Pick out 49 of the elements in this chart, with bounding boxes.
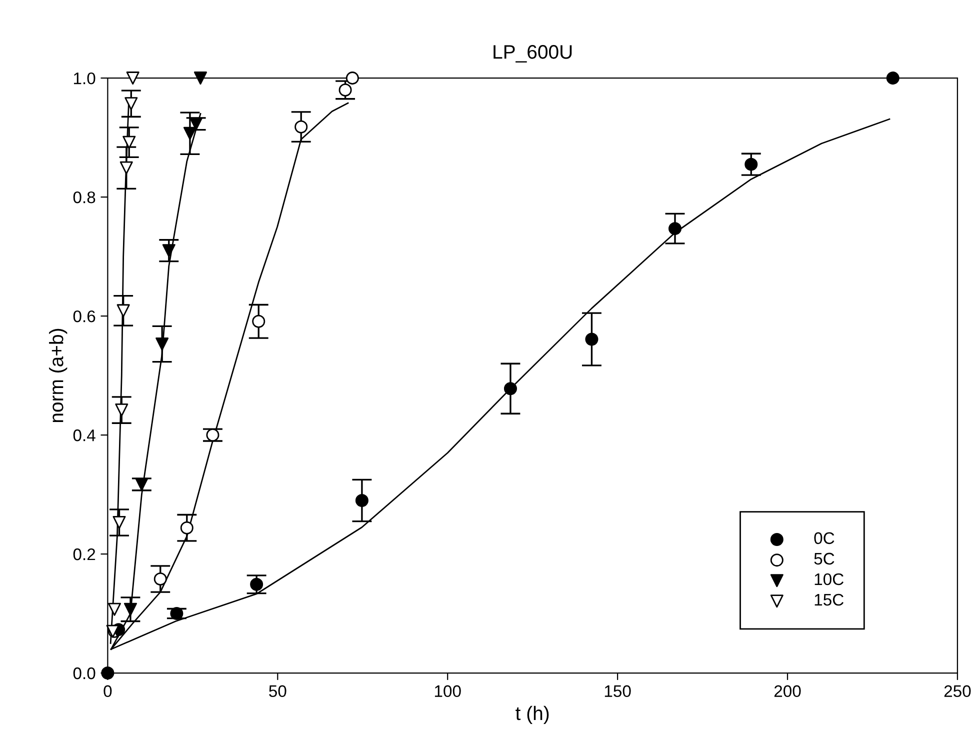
x-tick-label: 0 <box>104 685 112 698</box>
point <box>135 478 148 491</box>
x-axis-title: t (h) <box>516 706 549 724</box>
y-tick-label: 0.4 <box>73 429 96 442</box>
point <box>294 120 308 134</box>
point <box>180 521 194 534</box>
point <box>170 607 184 620</box>
y-tick-label: 0.0 <box>73 667 96 680</box>
x-tick-label: 100 <box>434 685 461 698</box>
point <box>115 404 128 417</box>
chart-title: LP_600U <box>494 45 572 62</box>
point <box>338 83 352 96</box>
x-tick-label: 250 <box>944 685 971 698</box>
y-tick-label: 1.0 <box>74 72 96 84</box>
legend-label: 15C <box>814 594 844 606</box>
point <box>124 602 137 616</box>
point <box>250 578 264 591</box>
point <box>190 117 203 130</box>
y-tick-label: 0.8 <box>73 191 96 204</box>
point <box>126 72 140 85</box>
x-tick-label: 200 <box>774 685 801 698</box>
point <box>112 516 126 529</box>
legend-label: 0C <box>814 532 834 544</box>
point <box>346 72 359 85</box>
point <box>108 602 121 616</box>
point <box>744 158 758 171</box>
x-tick-label: 50 <box>269 685 286 698</box>
point <box>355 494 368 507</box>
y-tick-label: 0.2 <box>73 548 96 560</box>
point <box>206 428 220 442</box>
point <box>162 244 176 258</box>
point <box>668 222 682 236</box>
point <box>116 304 130 318</box>
point <box>194 72 207 85</box>
legend-label: 5C <box>814 552 834 565</box>
y-tick-label: 0.6 <box>73 310 96 322</box>
point <box>120 161 133 174</box>
y-axis-title: norm (a+b) <box>49 328 68 422</box>
point <box>886 72 900 85</box>
point <box>124 97 138 110</box>
point <box>122 136 136 149</box>
legend-label: 10C <box>814 573 844 586</box>
point <box>156 338 169 351</box>
point <box>504 382 517 396</box>
point <box>252 314 266 328</box>
x-tick-label: 150 <box>604 685 631 698</box>
point <box>585 332 598 346</box>
point <box>154 572 167 586</box>
point <box>183 126 196 140</box>
